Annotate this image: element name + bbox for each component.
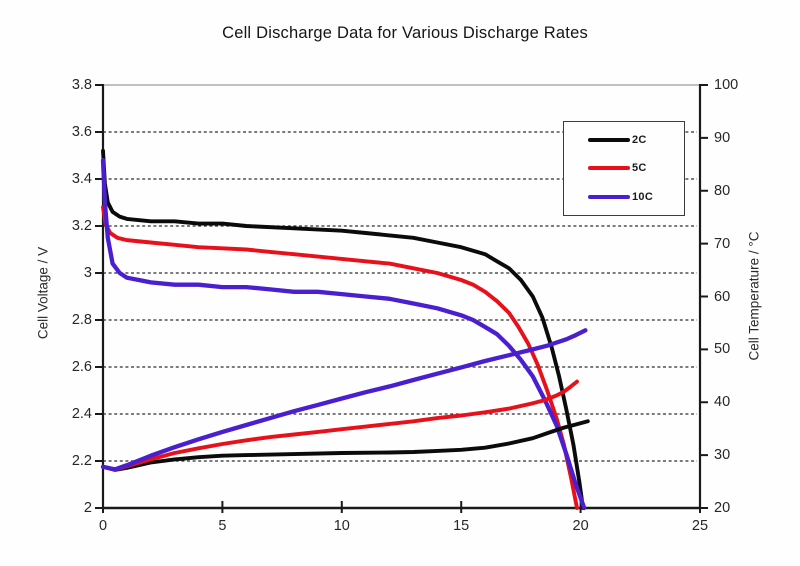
x-tick-label-25: 25 [691,518,709,534]
y-right-tick-label-40: 40 [714,394,731,410]
curve-10c-temperature [100,328,588,472]
chart-title: Cell Discharge Data for Various Discharg… [222,24,588,42]
legend-entry-5c: 5C [588,162,684,174]
y-left-tick-label-2: 2 [83,499,92,516]
y-right-tick-label-60: 60 [714,288,731,305]
x-tick-label-0: 0 [98,518,108,534]
y-left-tick-label-2.8: 2.8 [71,311,92,328]
legend-label-5c: 5C [632,162,647,175]
legend-swatch-10c-line [588,194,630,199]
y-left-tick-label-3.2: 3.2 [71,217,92,234]
y-left-tick-label-3.6: 3.6 [71,123,92,140]
y-right-tick-label-30: 30 [714,446,731,463]
y-axis-left-title: Cell Voltage / V [35,246,51,340]
curve-2c-voltage [101,148,585,510]
legend-swatch-5c-line [588,166,630,171]
x-tick-label-20: 20 [572,518,589,534]
y-right-tick-label-70: 70 [714,235,731,252]
y-left-tick-label-2.4: 2.4 [71,405,92,422]
legend-label-10c: 10C [632,190,654,203]
legend-entry-2c: 2C [588,134,684,146]
legend: 2C 5C 10C [563,121,685,216]
curve-10c-voltage [100,158,587,511]
legend-swatch-2c-line [588,138,630,143]
legend-entry-10c: 10C [588,191,684,203]
y-right-tick-label-80: 80 [714,182,731,199]
y-left-tick-label-3.8: 3.8 [71,76,92,93]
y-right-tick-label-100: 100 [714,76,739,93]
x-tick-label-10: 10 [333,518,350,534]
y-left-tick-label-2.6: 2.6 [71,358,92,375]
y-right-tick-label-50: 50 [714,341,731,358]
y-left-tick-label-2.2: 2.2 [71,452,92,469]
curve-5c-voltage [101,205,579,510]
curve-2c-temperature [101,419,590,472]
y-left-tick-label-3.4: 3.4 [71,170,92,187]
legend-label-2c: 2C [632,134,647,147]
y-right-tick-label-90: 90 [714,129,731,146]
curve-5c-temperature [101,379,579,472]
y-left-tick-label-3: 3 [83,264,92,281]
x-tick-label-15: 15 [453,518,470,534]
x-tick-label-5: 5 [218,518,227,534]
y-right-tick-label-20: 20 [714,499,731,516]
